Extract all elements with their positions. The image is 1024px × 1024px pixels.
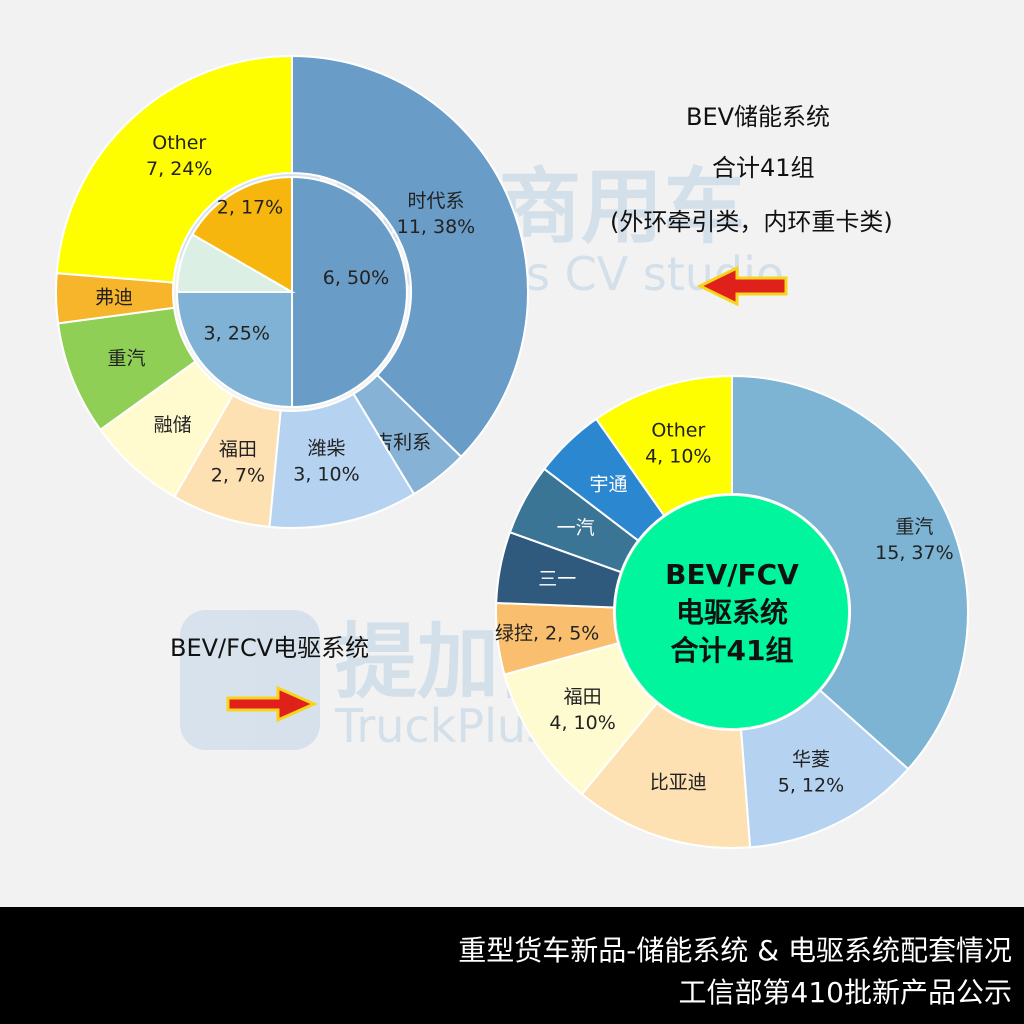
outer-ring-value-label-0: 11, 38% <box>397 216 476 238</box>
outer-ring-value-label-7: 7, 24% <box>146 158 212 180</box>
drive-ring-value-label-3: 4, 10% <box>549 712 615 734</box>
inner-ring-value-label-1: 3, 25% <box>204 322 270 344</box>
footer-title: 重型货车新品-储能系统 & 电驱系统配套情况 <box>458 934 1012 967</box>
bev-storage-total: 合计41组 <box>712 154 815 182</box>
outer-ring-label-4: 融储 <box>154 414 192 436</box>
outer-ring-label-2: 潍柴 <box>307 438 345 460</box>
drive-ring-value-label-8: 4, 10% <box>645 445 711 467</box>
drive-center-label-2: 合计41组 <box>671 634 794 667</box>
outer-ring-label-0: 时代系 <box>407 190 464 212</box>
drive-ring-label-6: 一汽 <box>557 517 595 539</box>
drive-ring-slice-0-重汽 <box>731 374 969 771</box>
drive-ring-label-7: 宇通 <box>590 474 628 496</box>
outer-ring-label-6: 弗迪 <box>95 287 133 309</box>
inner-ring-slice-1-潍柴 <box>175 291 293 409</box>
footer-bar: 重型货车新品-储能系统 & 电驱系统配套情况 工信部第410批新产品公示 <box>0 907 1024 1024</box>
drive-ring-label-2: 比亚迪 <box>650 772 707 794</box>
drive-ring-slice-1-华菱 <box>739 689 910 849</box>
watermark-logo-icon <box>180 610 320 750</box>
inner-ring-slice-3 <box>191 175 293 294</box>
inner-ring-slice-0-时代系 <box>291 175 408 409</box>
drive-center-circle <box>616 496 848 728</box>
bev-storage-note: (外环牵引类，内环重卡类) <box>610 208 893 236</box>
outer-ring-slice-0-时代系 <box>291 54 529 459</box>
drive-center-label-1: 电驱系统 <box>676 596 788 629</box>
inner-ring-value-label-0: 6, 50% <box>323 267 389 289</box>
drive-ring-value-label-1: 5, 12% <box>778 775 844 797</box>
bev-fcv-drive-label: BEV/FCV电驱系统 <box>170 634 370 662</box>
bev-storage-double-donut: 时代系 11, 38% 吉利系 潍柴 3, 10% 福田 2, 7% 融储 重汽 弗迪 Other 7… <box>55 54 529 529</box>
drive-ring-slice-2-比亚迪 <box>580 701 752 849</box>
bev-storage-title: BEV储能系统 <box>686 103 831 131</box>
drive-center-label-0: BEV/FCV <box>665 558 799 591</box>
inner-ring-value-label-3: 2, 17% <box>217 197 283 219</box>
footer-subtitle: 工信部第410批新产品公示 <box>678 976 1012 1009</box>
drive-ring-slice-8-Other <box>594 374 733 517</box>
outer-ring-value-label-2: 3, 10% <box>293 464 359 486</box>
outer-ring-label-3: 福田 <box>219 439 257 461</box>
drive-ring-label-4: 绿控, 2, 5% <box>495 622 599 644</box>
outer-ring-label-1: 吉利系 <box>374 431 431 453</box>
drive-ring-label-0: 重汽 <box>895 516 933 538</box>
right-arrow-icon <box>226 685 318 723</box>
outer-ring-label-5: 重汽 <box>108 348 146 370</box>
drive-ring-label-3: 福田 <box>564 686 602 708</box>
outer-ring-value-label-3: 2, 7% <box>211 465 265 487</box>
drive-ring-label-1: 华菱 <box>792 749 830 771</box>
drive-ring-value-label-0: 15, 37% <box>875 542 954 564</box>
drive-ring-label-5: 三一 <box>538 568 576 590</box>
outer-ring-label-7: Other <box>152 132 206 154</box>
left-arrow-icon <box>696 265 788 307</box>
outer-ring-slice-7-Other <box>55 54 293 284</box>
bev-fcv-drive-donut: 重汽 15, 37% 华菱 5, 12% 比亚迪 福田 4, 10% 绿控, 2, 5% 三一 一… <box>495 374 969 849</box>
drive-ring-label-8: Other <box>651 419 705 441</box>
